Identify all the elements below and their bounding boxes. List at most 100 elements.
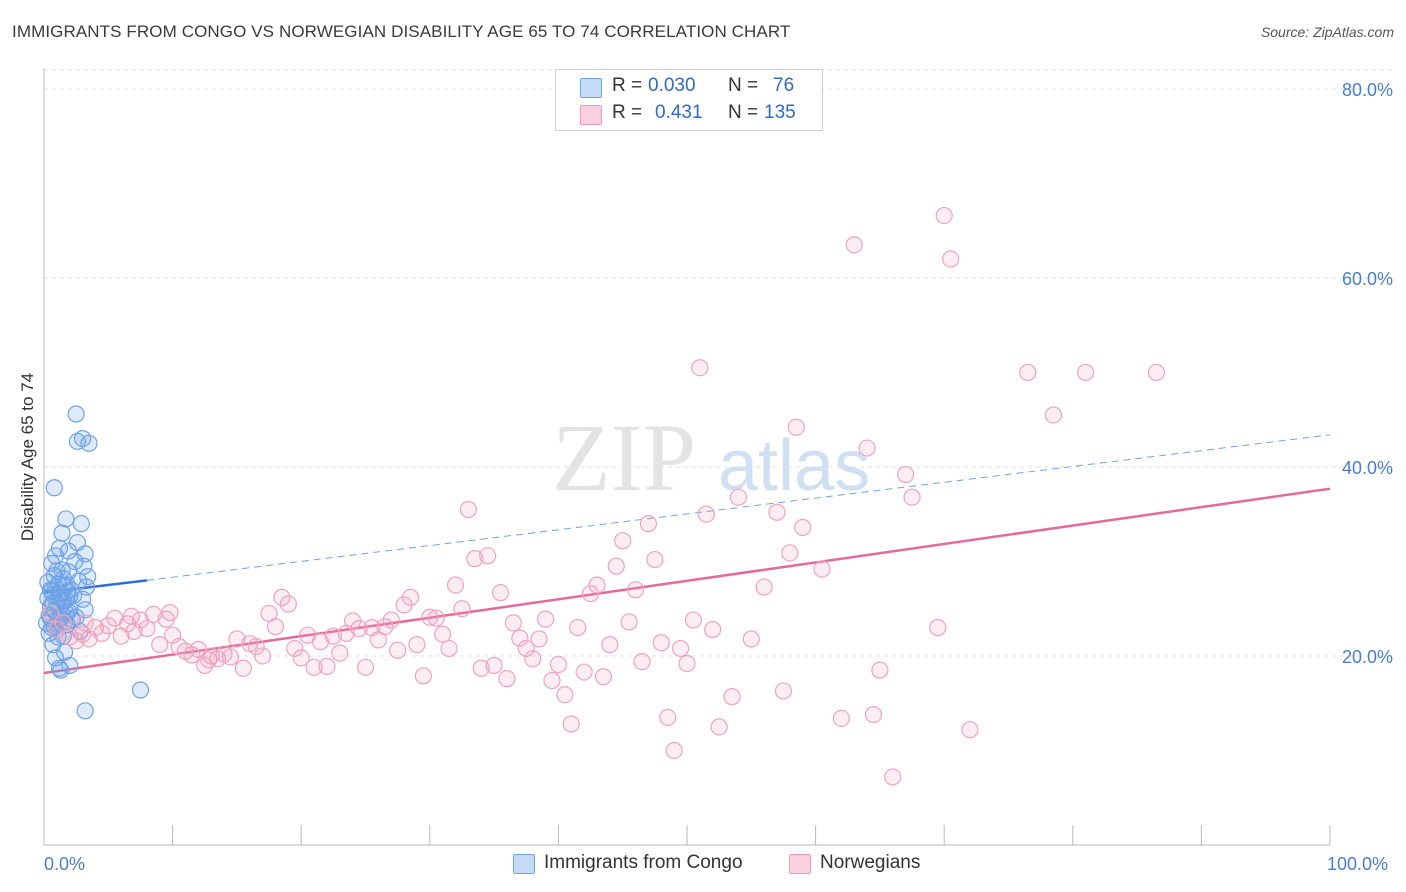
point-norwegians [581, 584, 600, 603]
point-congo [79, 567, 97, 586]
point-congo [75, 557, 93, 575]
point-norwegians [48, 620, 66, 639]
point-norwegians [273, 588, 291, 606]
point-norwegians [1077, 363, 1095, 382]
watermark-atlas: atlas [718, 426, 870, 506]
point-norwegians [324, 627, 342, 645]
point-norwegians [446, 576, 465, 594]
point-norwegians [427, 609, 445, 627]
point-congo [55, 643, 74, 661]
point-norwegians [710, 718, 728, 736]
point-norwegians [408, 636, 426, 654]
chart-title: IMMIGRANTS FROM CONGO VS NORWEGIAN DISAB… [12, 22, 791, 41]
point-norwegians [472, 659, 490, 677]
legend-n-label-norwegians: N = [728, 102, 759, 123]
point-norwegians [530, 630, 548, 648]
point-congo [50, 659, 69, 677]
point-norwegians [498, 670, 516, 688]
point-congo [131, 681, 150, 699]
point-norwegians [742, 630, 760, 648]
point-norwegians [897, 465, 915, 484]
point-norwegians [665, 741, 683, 760]
point-norwegians [607, 557, 625, 575]
point-norwegians [562, 715, 580, 733]
legend-n-value-norwegians: 135 [764, 102, 796, 123]
point-norwegians [697, 505, 715, 523]
point-norwegians [382, 611, 400, 629]
point-norwegians [556, 686, 574, 704]
point-norwegians [1019, 363, 1037, 382]
point-norwegians [755, 578, 773, 596]
point-congo [61, 656, 79, 675]
point-norwegians [122, 607, 141, 625]
point-norwegians [401, 588, 420, 606]
point-norwegians [440, 639, 458, 658]
point-norwegians [903, 488, 921, 506]
point-norwegians [704, 620, 722, 639]
point-norwegians [671, 639, 690, 658]
bottom-legend-label-congo: Immigrants from Congo [544, 852, 743, 873]
legend-swatch-norwegians [580, 105, 602, 125]
point-norwegians [266, 618, 285, 636]
point-norwegians [76, 614, 94, 632]
bottom-legend-label-norwegians: Norwegians [820, 852, 921, 873]
point-norwegians [569, 619, 587, 637]
point-norwegians [845, 236, 863, 254]
y-tick-labels: 20.0% 40.0% 60.0% 80.0% [1342, 80, 1393, 667]
point-norwegians [247, 637, 265, 656]
point-norwegians [633, 653, 651, 671]
point-norwegians [858, 439, 876, 457]
legend-n-label-congo: N = [728, 75, 759, 96]
point-norwegians [646, 550, 664, 569]
point-norwegians [67, 632, 85, 650]
point-norwegians [524, 650, 542, 668]
point-norwegians [479, 547, 497, 565]
legend: R = 0.030 N = 76 R = 0.431 N = 135 [555, 69, 823, 131]
point-norwegians [138, 619, 156, 638]
x-tick-label-min: 0.0% [44, 854, 85, 874]
point-norwegians [723, 688, 741, 706]
point-norwegians [234, 659, 252, 677]
point-norwegians [292, 649, 310, 667]
point-norwegians [961, 721, 979, 739]
point-norwegians [459, 500, 477, 519]
legend-swatch-congo [580, 78, 602, 98]
point-congo [67, 405, 85, 423]
point-norwegians [774, 682, 793, 700]
y-axis-label: Disability Age 65 to 74 [18, 373, 37, 541]
point-norwegians [504, 614, 522, 632]
point-congo [53, 524, 71, 542]
trend-line-congo-extension [146, 434, 1331, 581]
point-congo [76, 545, 94, 563]
axes [43, 68, 1331, 846]
point-norwegians [200, 651, 218, 669]
point-norwegians [684, 611, 703, 629]
point-norwegians [434, 625, 452, 643]
point-norwegians [318, 657, 336, 675]
point-norwegians [639, 515, 658, 533]
point-norwegians [832, 709, 850, 727]
point-norwegians [575, 663, 593, 681]
y-tick-label-80: 80.0% [1342, 80, 1393, 100]
point-norwegians [414, 667, 432, 685]
x-tick-label-max: 100.0% [1327, 854, 1388, 874]
point-norwegians [511, 629, 529, 647]
point-norwegians [331, 644, 349, 662]
point-norwegians [781, 544, 799, 562]
point-norwegians [620, 613, 638, 631]
point-norwegians [144, 605, 162, 623]
point-congo [72, 515, 90, 533]
trend-line-norwegians [43, 487, 1331, 675]
point-norwegians [691, 359, 709, 377]
point-norwegians [54, 614, 72, 632]
point-congo [80, 434, 98, 452]
point-norwegians [678, 654, 696, 673]
point-norwegians [942, 250, 960, 268]
point-norwegians [389, 641, 407, 659]
bottom-legend-swatch-congo [513, 854, 535, 874]
watermark-zip: ZIP [552, 404, 696, 511]
point-norwegians [601, 636, 619, 654]
point-norwegians [279, 595, 297, 613]
legend-r-label-norwegians: R = [612, 102, 643, 123]
point-norwegians [161, 603, 179, 622]
